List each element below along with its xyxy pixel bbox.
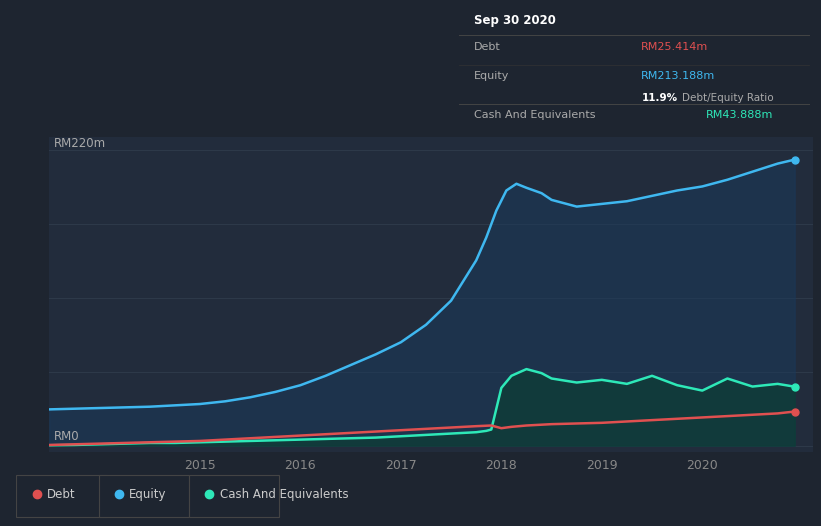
Text: RM0: RM0 bbox=[54, 430, 80, 443]
Text: 11.9%: 11.9% bbox=[641, 93, 677, 103]
Text: Debt: Debt bbox=[48, 488, 76, 501]
FancyBboxPatch shape bbox=[189, 475, 279, 517]
Text: Sep 30 2020: Sep 30 2020 bbox=[474, 14, 555, 27]
Text: Debt/Equity Ratio: Debt/Equity Ratio bbox=[682, 93, 774, 103]
FancyBboxPatch shape bbox=[99, 475, 189, 517]
FancyBboxPatch shape bbox=[16, 475, 107, 517]
Text: RM213.188m: RM213.188m bbox=[641, 71, 716, 81]
Text: Equity: Equity bbox=[130, 488, 167, 501]
Text: Equity: Equity bbox=[474, 71, 509, 81]
Text: Cash And Equivalents: Cash And Equivalents bbox=[474, 110, 595, 120]
Text: RM220m: RM220m bbox=[54, 137, 107, 150]
Text: RM25.414m: RM25.414m bbox=[641, 43, 709, 53]
Text: RM43.888m: RM43.888m bbox=[706, 110, 773, 120]
Text: Cash And Equivalents: Cash And Equivalents bbox=[220, 488, 348, 501]
Text: Debt: Debt bbox=[474, 43, 500, 53]
